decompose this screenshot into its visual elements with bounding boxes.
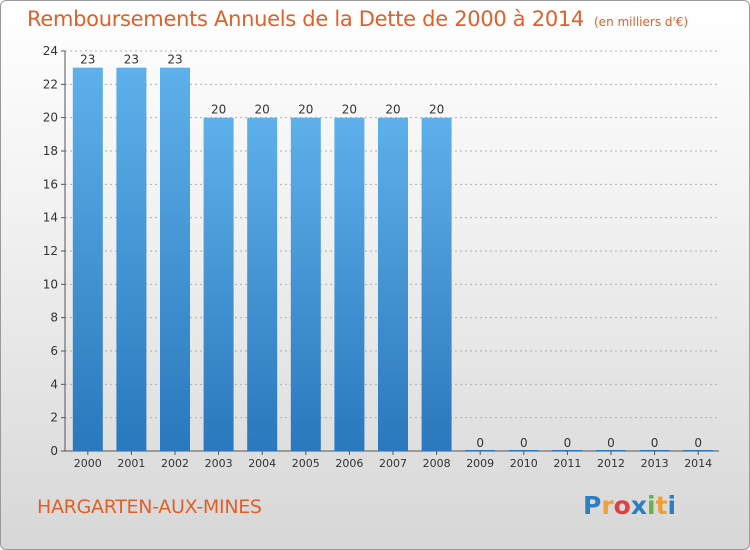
x-tick-label: 2009 <box>466 457 494 470</box>
y-tick-label: 16 <box>43 177 58 191</box>
data-label: 20 <box>429 103 444 117</box>
x-tick-label: 2011 <box>553 457 581 470</box>
bar <box>421 117 452 452</box>
y-tick-label: 22 <box>43 77 58 91</box>
x-tick-label: 2000 <box>74 457 102 470</box>
x-tick-label: 2002 <box>161 457 189 470</box>
y-tick-label: 4 <box>50 377 58 391</box>
data-label: 20 <box>342 103 357 117</box>
data-label: 0 <box>476 436 484 450</box>
y-tick-label: 6 <box>50 344 58 358</box>
y-tick-label: 12 <box>43 244 58 258</box>
data-label: 0 <box>520 436 528 450</box>
commune-name: HARGARTEN-AUX-MINES <box>37 496 262 518</box>
y-tick-label: 24 <box>43 44 58 58</box>
chart-unit: (en milliers d'€) <box>594 15 689 29</box>
bar <box>378 117 408 452</box>
x-tick-label: 2010 <box>510 457 538 470</box>
data-label: 0 <box>694 436 702 450</box>
data-label: 20 <box>298 103 313 117</box>
bar <box>290 117 321 452</box>
x-tick-label: 2014 <box>684 457 712 470</box>
data-label: 20 <box>255 103 270 117</box>
x-tick-label: 2004 <box>248 457 276 470</box>
data-label: 0 <box>564 436 572 450</box>
y-tick-label: 8 <box>50 311 58 325</box>
y-tick-label: 14 <box>43 211 58 225</box>
proxiti-logo: Proxiti <box>583 491 677 520</box>
x-tick-label: 2007 <box>379 457 407 470</box>
data-label: 23 <box>80 53 95 67</box>
y-tick-label: 2 <box>50 411 58 425</box>
data-label: 0 <box>607 436 615 450</box>
data-label: 23 <box>124 53 139 67</box>
x-tick-label: 2012 <box>597 457 625 470</box>
chart-title: Remboursements Annuels de la Dette de 20… <box>27 7 584 31</box>
x-tick-label: 2008 <box>423 457 451 470</box>
x-tick-label: 2005 <box>292 457 320 470</box>
bar <box>203 117 234 452</box>
bar <box>334 117 365 452</box>
y-tick-label: 18 <box>43 144 58 158</box>
x-tick-label: 2001 <box>117 457 145 470</box>
y-tick-label: 10 <box>43 277 58 291</box>
chart-title-row: Remboursements Annuels de la Dette de 20… <box>27 7 688 31</box>
data-label: 20 <box>385 103 400 117</box>
x-tick-label: 2006 <box>335 457 363 470</box>
x-tick-label: 2003 <box>205 457 233 470</box>
bar <box>160 67 190 452</box>
y-tick-label: 0 <box>50 444 58 458</box>
data-label: 20 <box>211 103 226 117</box>
bar <box>116 67 147 452</box>
y-tick-label: 20 <box>43 111 58 125</box>
x-tick-label: 2013 <box>641 457 669 470</box>
bar <box>72 67 103 452</box>
data-label: 0 <box>651 436 659 450</box>
data-label: 23 <box>167 53 182 67</box>
bar <box>247 117 278 452</box>
